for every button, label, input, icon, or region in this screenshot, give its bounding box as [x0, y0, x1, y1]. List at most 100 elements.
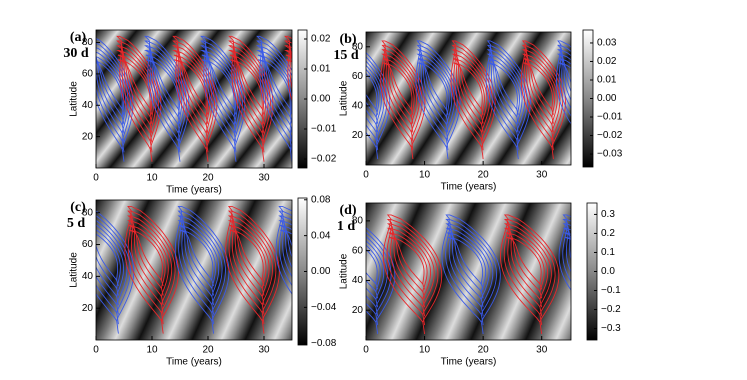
contour-line [96, 215, 131, 325]
contour-line [96, 233, 119, 287]
heatmap [366, 203, 571, 340]
panel-label: (a) [70, 30, 87, 45]
plot-frame [365, 202, 572, 341]
contours [366, 214, 571, 335]
x-tick-label: 0 [363, 170, 369, 181]
contour-line [173, 59, 209, 115]
contour-line [381, 49, 420, 142]
contour-line [201, 59, 237, 115]
contour-line [144, 49, 183, 134]
contour-line [558, 214, 571, 291]
colorbar-tick-label: −0.3 [601, 323, 621, 334]
contour-line [488, 62, 519, 115]
colorbar-tick-label: 0.3 [601, 209, 615, 220]
x-axis-label: Time (years) [166, 185, 222, 196]
contours [366, 40, 571, 160]
x-tick-label: 30 [258, 173, 270, 184]
colorbar-tick-label: 0.02 [597, 56, 617, 67]
x-axis-label: Time (years) [441, 182, 497, 193]
contour-line [447, 236, 484, 290]
contour-line [445, 227, 490, 308]
contour-line [96, 47, 129, 143]
contour-line [228, 40, 271, 153]
colorbar-tick-label: −0.1 [601, 285, 621, 296]
contour-line [503, 218, 556, 326]
contour-line [228, 45, 269, 143]
x-axis-label: Time (years) [166, 357, 222, 368]
heatmap [96, 30, 292, 168]
x-tick-label: 10 [419, 170, 431, 181]
panel: 0 10 20 30 20 40 60 80 Time (years) Latitude (a)30… [63, 29, 337, 196]
y-tick-label: 60 [82, 69, 94, 80]
contour-line [179, 229, 215, 287]
contour-line [200, 40, 243, 153]
contour-line [127, 215, 173, 315]
contour-line [128, 229, 164, 287]
colorbar-tick-label: 0.0 [601, 266, 615, 277]
panel: 0 10 20 30 20 40 60 80 Time (years) Latitude (c)5 … [67, 194, 337, 367]
contour-line [382, 214, 443, 335]
contour-line [418, 62, 449, 115]
x-tick-label: 10 [146, 345, 158, 356]
contour-line [366, 64, 382, 133]
colorbar-tick-label: 0.00 [597, 93, 617, 104]
panel-period: 30 d [63, 46, 89, 61]
contour-line [275, 205, 292, 295]
contour-line [228, 35, 274, 162]
contour-line [441, 214, 501, 335]
contour-line [417, 58, 450, 124]
contour-line [562, 223, 571, 273]
y-tick-label: 40 [82, 271, 94, 282]
contour-line [388, 236, 426, 290]
panel-period: 15 d [333, 48, 359, 63]
x-tick-label: 30 [536, 170, 548, 181]
contour-line [381, 53, 418, 133]
colorbar-tick-label: 0.01 [597, 75, 617, 86]
contour-line [447, 232, 487, 299]
y-axis-label: Latitude [69, 252, 80, 288]
contour-line [96, 51, 127, 134]
y-tick-label: 80 [352, 216, 364, 227]
y-tick-label: 80 [82, 37, 94, 48]
contour-line [523, 62, 554, 115]
contour-line [200, 35, 246, 162]
contour-line [386, 218, 439, 326]
contour-line [227, 210, 277, 325]
contour-line [558, 58, 571, 93]
x-tick-label: 0 [93, 173, 99, 184]
x-tick-label: 20 [202, 345, 214, 356]
contour-line [144, 40, 187, 153]
contour-line [96, 210, 135, 334]
colorbar-tick-label: −0.02 [597, 130, 623, 141]
contour-line [172, 49, 211, 134]
contour-line [505, 236, 543, 290]
contour-line [284, 35, 292, 102]
contour-line [521, 53, 558, 133]
contour-line [386, 227, 432, 308]
contour-line [278, 215, 292, 278]
contour-line [562, 227, 571, 261]
plot-frame [95, 29, 293, 169]
contour-line [279, 225, 292, 259]
contour-line [366, 236, 388, 317]
contour-line [172, 45, 213, 143]
panel-label: (c) [70, 200, 86, 215]
contour-line [117, 59, 153, 115]
colorbar-tick-label: 0.1 [601, 247, 615, 258]
y-tick-label: 20 [352, 130, 364, 141]
contour-line [174, 205, 230, 334]
contour-line [96, 56, 125, 125]
contour-line [229, 54, 265, 125]
colorbar-tick-label: −0.08 [311, 338, 337, 349]
contour-line [486, 53, 523, 133]
contour-line [117, 54, 153, 125]
contour-line [366, 240, 385, 308]
colorbar-tick-label: −0.04 [311, 302, 337, 313]
contour-line [453, 62, 484, 115]
contour-line [451, 49, 491, 142]
colorbar-tick-label: 0.08 [311, 194, 331, 205]
y-tick-label: 40 [82, 100, 94, 111]
contour-line [445, 223, 494, 317]
contour-line [225, 205, 280, 334]
y-tick-label: 40 [352, 101, 364, 112]
